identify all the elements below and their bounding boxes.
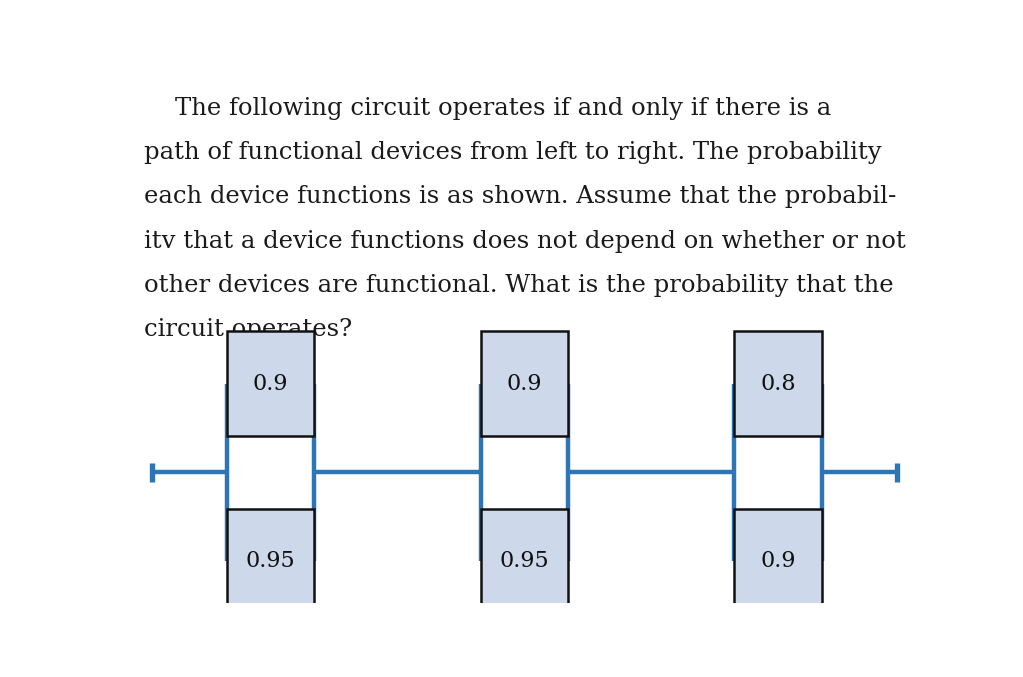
FancyBboxPatch shape [735, 332, 821, 436]
Text: 0.8: 0.8 [760, 372, 796, 395]
Text: circuit operates?: circuit operates? [143, 318, 352, 341]
Text: 0.9: 0.9 [253, 372, 288, 395]
FancyBboxPatch shape [481, 508, 568, 613]
FancyBboxPatch shape [735, 508, 821, 613]
Text: The following circuit operates if and only if there is a: The following circuit operates if and on… [143, 97, 831, 120]
Text: 0.95: 0.95 [499, 550, 549, 572]
Text: path of functional devices from left to right. The probability: path of functional devices from left to … [143, 141, 882, 165]
Text: itv that a device functions does not depend on whether or not: itv that a device functions does not dep… [143, 230, 905, 253]
FancyBboxPatch shape [227, 508, 314, 613]
Text: 0.9: 0.9 [760, 550, 796, 572]
Text: each device functions is as shown. Assume that the probabil-: each device functions is as shown. Assum… [143, 185, 896, 209]
FancyBboxPatch shape [481, 332, 568, 436]
Text: other devices are functional. What is the probability that the: other devices are functional. What is th… [143, 274, 893, 297]
Text: 0.9: 0.9 [506, 372, 542, 395]
FancyBboxPatch shape [227, 332, 314, 436]
Text: 0.95: 0.95 [246, 550, 296, 572]
